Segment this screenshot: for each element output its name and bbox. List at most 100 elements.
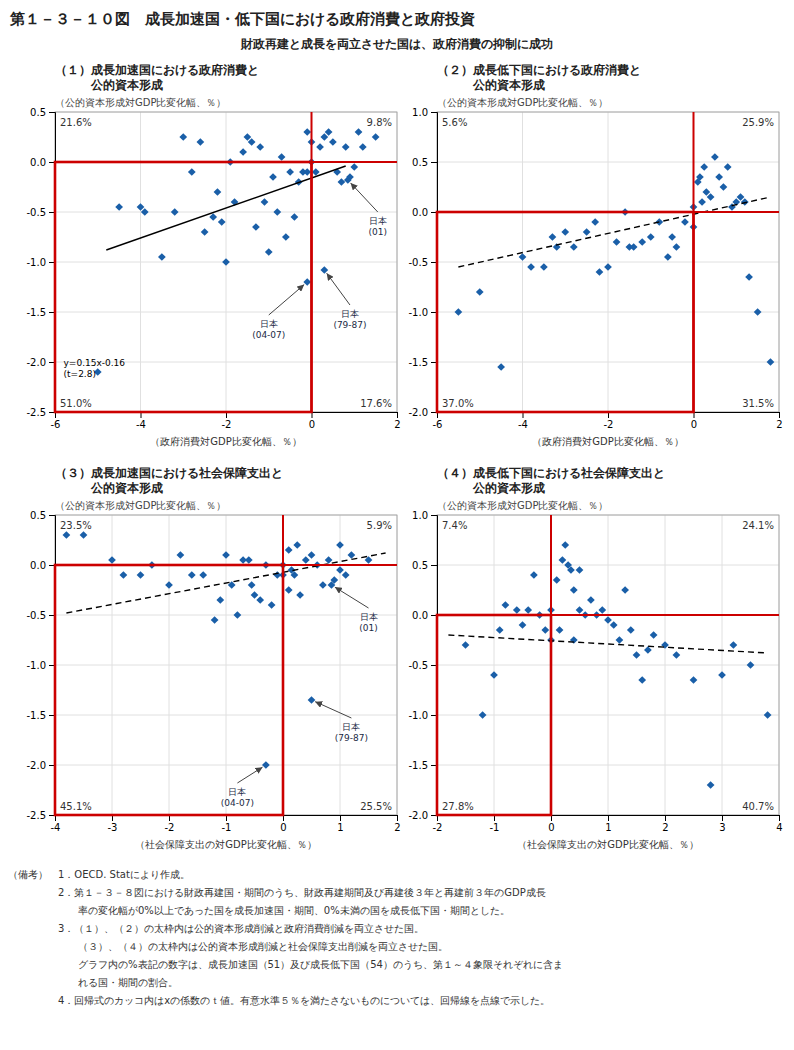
scatter-point — [462, 641, 470, 649]
regression-line — [66, 553, 385, 613]
panel-title: （２）成長低下国における政府消費と 公的資本形成 — [437, 63, 641, 92]
scatter-point — [576, 566, 584, 574]
scatter-point — [342, 143, 350, 151]
x-tick: -1 — [222, 815, 232, 833]
plot-background — [437, 515, 779, 815]
text-line: 公的資本形成 — [55, 78, 163, 92]
scatter-point — [268, 601, 276, 609]
y-axis-title: （公的資本形成対GDP比変化幅、％） — [437, 97, 608, 108]
scatter-point — [707, 781, 715, 789]
x-tick: 1 — [605, 815, 611, 833]
regression-line — [448, 635, 767, 653]
annotated-point — [262, 761, 270, 769]
plot-background — [437, 112, 779, 412]
y-grid-line — [437, 765, 779, 766]
scatter-point — [179, 133, 187, 141]
y-tick-label: -1.0 — [408, 307, 428, 318]
scatter-point — [350, 163, 358, 171]
scatter-point — [715, 173, 723, 181]
title: 第１－３－１０図 成長加速国・低下国における政府消費と政府投資 — [9, 10, 475, 28]
scatter-point — [561, 228, 569, 236]
y-tick: -1.0 — [26, 660, 55, 671]
x-tick-label: -4 — [518, 419, 528, 430]
y-axis: -2.5-2.0-1.5-1.0-0.50.00.5 — [26, 107, 55, 418]
scatter-point — [476, 288, 484, 296]
x-tick: -4 — [136, 412, 146, 430]
footnote: グラフ内の%表記の数字は、成長加速国（51）及び成長低下国（54）のうち、第１～… — [8, 959, 563, 970]
scatter-point — [265, 248, 273, 256]
y-tick: 0.5 — [30, 107, 55, 118]
scatter-point — [222, 551, 230, 559]
scatter-point — [199, 571, 207, 579]
scatter-point — [342, 571, 350, 579]
y-tick: -2.0 — [408, 407, 437, 418]
x-tick-mark — [779, 815, 780, 821]
highlight-box — [55, 162, 312, 412]
panel-title: （３）成長加速国における社会保障支出と 公的資本形成 — [55, 466, 283, 495]
scatter-point — [455, 308, 463, 316]
x-tick-mark — [779, 412, 780, 418]
y-tick: -2.0 — [408, 810, 437, 821]
scatter-point — [644, 646, 652, 654]
y-tick-label: 0.5 — [30, 510, 46, 521]
footnote: 3．（１）、（２）の太枠内は公的資本形成削減と政府消費削減を両立させた国。 — [8, 923, 424, 934]
y-tick: 1.0 — [412, 510, 437, 521]
scatter-point — [303, 128, 311, 136]
plot-frame — [55, 112, 397, 412]
x-tick-label: 0 — [548, 822, 554, 833]
scatter-point — [638, 676, 646, 684]
y-tick-mark — [431, 162, 437, 163]
x-tick: -6 — [433, 412, 443, 430]
scatter-point — [308, 551, 316, 559]
scatter-point — [559, 556, 567, 564]
y-tick-label: -1.5 — [408, 760, 428, 771]
y-tick-label: -2.0 — [408, 407, 428, 418]
annotation-label: 日本(04-07) — [221, 787, 254, 808]
scatter-point — [673, 243, 681, 251]
footnote: れる国・期間の割合。 — [8, 977, 178, 988]
scatter-point — [141, 208, 149, 216]
text-line: (79-87) — [333, 320, 366, 330]
text-line: （２）成長低下国における政府消費と — [437, 63, 641, 77]
y-tick: 1.0 — [412, 107, 437, 118]
scatter-point — [583, 228, 591, 236]
scatter-point — [576, 606, 584, 614]
scatter-point — [359, 143, 367, 151]
scatter-point — [302, 556, 310, 564]
scatter-point — [248, 138, 256, 146]
highlight-box — [437, 615, 551, 815]
scatter-point — [256, 143, 264, 151]
scatter-point — [754, 308, 762, 316]
scatter-point — [108, 556, 116, 564]
scatter-point — [570, 586, 578, 594]
y-axis-title: （公的資本形成対GDP比変化幅、％） — [55, 97, 226, 108]
footnote: 2．第１－３－８図における財政再建国・期間のうち、財政再建期間及び再建後３年と再… — [8, 887, 546, 898]
scatter-point — [355, 128, 363, 136]
x-axis-line — [56, 413, 398, 419]
text-line: （３）成長加速国における社会保障支出と — [55, 466, 283, 480]
scatter-point — [312, 168, 320, 176]
text-line: 公的資本形成 — [437, 481, 545, 495]
x-tick-label: 0 — [691, 419, 697, 430]
scatter-point — [286, 168, 294, 176]
x-tick-label: 1 — [337, 822, 343, 833]
y-tick-label: 1.0 — [412, 510, 428, 521]
quadrant-label: 31.5% — [742, 398, 774, 409]
scatter-point — [252, 223, 260, 231]
y-tick-label: -1.5 — [26, 307, 46, 318]
x-axis: -6-4-202 — [433, 412, 783, 430]
text-line: 日本 — [341, 309, 359, 319]
scatter-point — [647, 233, 655, 241]
y-axis: -2.0-1.5-1.0-0.50.00.51.0 — [408, 107, 437, 418]
scatter-point — [764, 711, 772, 719]
scatter-point — [490, 671, 498, 679]
chart-root: 第１－３－１０図 成長加速国・低下国における政府消費と政府投資財政再建と成長を両… — [0, 0, 794, 1050]
x-axis-title: （政府消費対GDP比変化幅、％） — [532, 436, 683, 447]
y-tick-label: -0.5 — [408, 257, 428, 268]
annotation-arrow — [335, 587, 369, 608]
subtitle: 財政再建と成長を両立させた国は、政府消費の抑制に成功 — [240, 37, 553, 51]
scatter-point — [248, 581, 256, 589]
x-axis-title: （政府消費対GDP比変化幅、％） — [150, 436, 301, 447]
x-tick: -2 — [604, 412, 614, 430]
x-tick: -2 — [433, 815, 443, 833]
